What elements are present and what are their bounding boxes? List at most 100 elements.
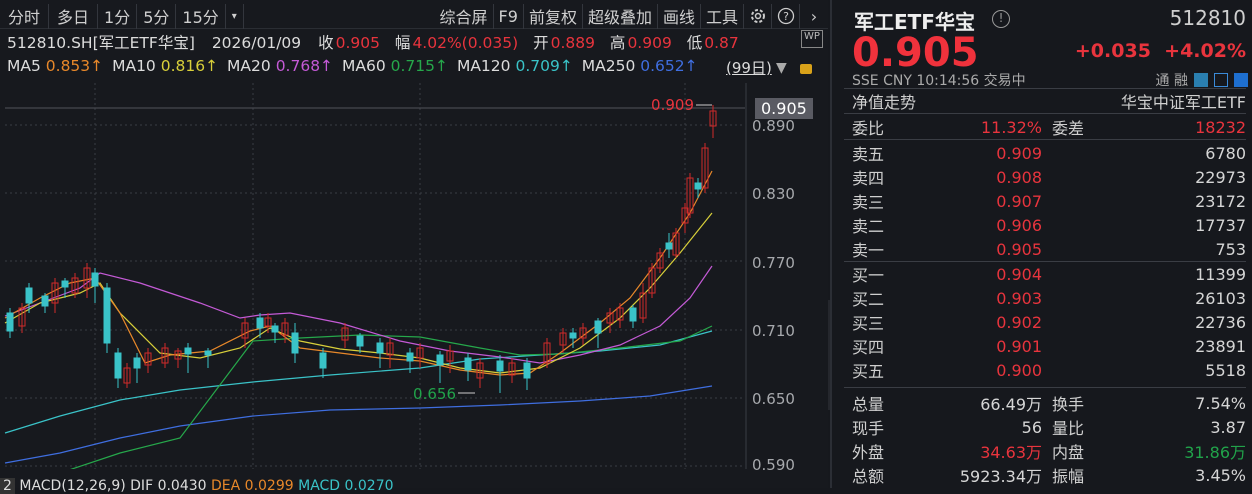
nav-label: 净值走势 — [852, 93, 917, 112]
bid-label: 买一 — [852, 266, 885, 285]
bid-row[interactable]: 买一 0.904 11399 — [852, 262, 1246, 286]
ask-label: 卖三 — [852, 193, 885, 212]
tab-15min[interactable]: 15分 — [176, 3, 226, 29]
help-icon[interactable]: ? — [772, 3, 800, 29]
y-tick: 0.770 — [752, 254, 795, 272]
tab-multiday[interactable]: 多日 — [49, 3, 99, 29]
ma-legend: MA5 0.853↑ MA10 0.816↑ MA20 0.768↑ MA60 … — [7, 57, 698, 75]
price-change: +0.035 +4.02% — [1075, 40, 1246, 62]
bid-label: 买四 — [852, 338, 885, 357]
f9-button[interactable]: F9 — [494, 3, 524, 29]
gear-icon[interactable] — [744, 3, 772, 29]
bid-row[interactable]: 买五 0.900 5518 — [852, 358, 1246, 382]
quote-info-line: 512810.SH[军工ETF华宝] 2026/01/09 收 0.905 幅 4.… — [7, 31, 741, 53]
ask-volume: 23172 — [1195, 191, 1246, 211]
flags: 通 融 — [1156, 70, 1248, 90]
y-tick: 0.590 — [752, 456, 795, 474]
high-marker-label: 0.909 — [651, 96, 694, 114]
macd-value: MACD 0.0270 — [298, 478, 394, 494]
stat-value: 66.49万 — [980, 395, 1042, 414]
ask-row[interactable]: 卖四 0.908 22973 — [852, 165, 1246, 189]
super-overlay-button[interactable]: 超级叠加 — [583, 3, 658, 29]
bid-volume: 26103 — [1195, 288, 1246, 308]
bid-row[interactable]: 买三 0.902 22736 — [852, 310, 1246, 334]
ask-label: 卖四 — [852, 169, 885, 188]
ask-label: 卖五 — [852, 145, 885, 164]
bid-price: 0.903 — [996, 288, 1042, 308]
ma120-label: MA120 — [456, 57, 511, 75]
ask-volume: 17737 — [1195, 215, 1246, 235]
order-ratio-row: 委比 11.32% 委差 18232 — [852, 115, 1246, 139]
ask-price: 0.908 — [996, 167, 1042, 187]
macd-dif: DIF 0.0430 — [130, 478, 207, 494]
market-status: SSE CNY 10:14:56 交易中 — [852, 73, 1026, 89]
forward-adjust-button[interactable]: 前复权 — [524, 3, 583, 29]
tab-5min[interactable]: 5分 — [137, 3, 177, 29]
ma10-label: MA10 — [112, 57, 156, 75]
fund-full-name: 华宝中证军工ETF — [1120, 93, 1246, 112]
stat-row: 外盘 34.63万 内盘 31.86万 — [852, 439, 1246, 463]
composite-screen-button[interactable]: 综合屏 — [435, 3, 494, 29]
tools-button[interactable]: 工具 — [701, 3, 744, 29]
kline-panel: 分时 多日 1分 5分 15分 ▾ 综合屏 F9 前复权 超级叠加 画线 工具 … — [0, 3, 828, 494]
draw-line-button[interactable]: 画线 — [658, 3, 701, 29]
stat-value: 31.86万 — [1184, 443, 1246, 462]
range-value: 4.02%(0.035) — [412, 34, 519, 52]
ma20-label: MA20 — [227, 57, 271, 75]
change-percent: +4.02% — [1164, 40, 1246, 62]
ask-row[interactable]: 卖三 0.907 23172 — [852, 189, 1246, 213]
dropdown-icon: ▾ — [231, 10, 237, 22]
bid-volume: 5518 — [1205, 360, 1246, 380]
stat-row: 总量 66.49万 换手 7.54% — [852, 391, 1246, 415]
bid-row[interactable]: 买四 0.901 23891 — [852, 334, 1246, 358]
nav-row[interactable]: 净值走势 华宝中证军工ETF — [852, 89, 1246, 113]
days-selector[interactable]: (99日) — [726, 59, 772, 77]
y-tick: 0.710 — [752, 322, 795, 340]
info-icon[interactable]: ! — [992, 10, 1010, 28]
chevron-right-icon[interactable]: › — [810, 6, 818, 26]
stat-label: 振幅 — [1052, 467, 1085, 486]
webi-label: 委比 — [852, 119, 885, 138]
stat-label: 现手 — [852, 419, 885, 438]
symbol-label: 512810.SH[军工ETF华宝] — [7, 34, 195, 52]
ma250-label: MA250 — [581, 57, 636, 75]
bid-row[interactable]: 买二 0.903 26103 — [852, 286, 1246, 310]
ask-price: 0.909 — [996, 143, 1042, 163]
bid-label: 买五 — [852, 362, 885, 381]
close-value: 0.905 — [335, 34, 380, 52]
ask-price: 0.906 — [996, 215, 1042, 235]
ask-row[interactable]: 卖一 0.905 753 — [852, 237, 1246, 261]
stat-label: 内盘 — [1052, 443, 1085, 462]
period-dropdown-button[interactable]: ▾ — [226, 3, 244, 29]
triangle-down-icon[interactable]: ▼ — [776, 60, 787, 76]
margin-flags: 通 融 — [1155, 73, 1188, 89]
bid-label: 买三 — [852, 314, 885, 333]
ma60-label: MA60 — [342, 57, 386, 75]
wp-icon[interactable]: WP — [801, 30, 823, 48]
stat-label: 总量 — [852, 395, 885, 414]
high-label: 高 — [609, 34, 626, 52]
open-label: 开 — [533, 34, 549, 52]
stat-value: 3.87 — [1210, 417, 1246, 437]
ask-volume: 22973 — [1195, 167, 1246, 187]
lock-icon[interactable] — [800, 64, 812, 74]
y-tick: 0.890 — [752, 117, 795, 135]
add-icon[interactable] — [1234, 73, 1248, 87]
tab-1min[interactable]: 1分 — [98, 3, 138, 29]
candlestick-chart[interactable]: 0.909 0.656 — [0, 83, 828, 469]
tab-intraday[interactable]: 分时 — [0, 3, 50, 29]
macd-label: MACD(12,26,9) — [19, 478, 126, 494]
ask-row[interactable]: 卖五 0.909 6780 — [852, 141, 1246, 165]
ask-label: 卖一 — [852, 241, 885, 260]
quote-panel: 军工ETF华宝 ! 512810 0.905 +0.035 +4.02% SSE… — [830, 0, 1252, 488]
ma5-value: 0.853↑ — [45, 57, 104, 75]
ask-row[interactable]: 卖二 0.906 17737 — [852, 213, 1246, 237]
ask-price: 0.905 — [996, 239, 1042, 259]
bell-icon[interactable] — [1214, 73, 1228, 87]
edit-icon[interactable] — [1194, 73, 1208, 87]
ask-volume: 6780 — [1205, 143, 1246, 163]
change-value: +0.035 — [1074, 40, 1151, 62]
bid-price: 0.902 — [996, 312, 1042, 332]
weicha-label: 委差 — [1052, 119, 1085, 138]
fund-code: 512810 — [1169, 6, 1246, 30]
